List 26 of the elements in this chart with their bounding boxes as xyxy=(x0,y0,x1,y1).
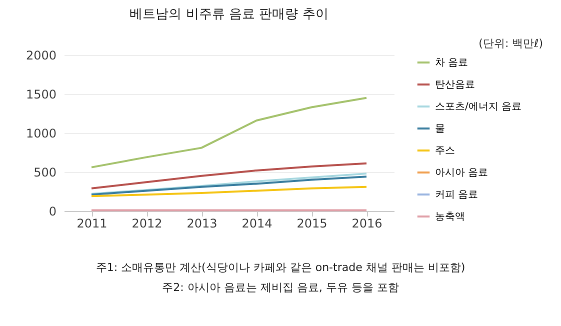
y-tick-label: 0 xyxy=(48,204,56,218)
y-tick-label: 2000 xyxy=(26,48,56,62)
line-series xyxy=(90,186,368,198)
x-tick-label: 2013 xyxy=(186,216,218,230)
legend-label: 커피 음료 xyxy=(435,190,478,200)
legend-label: 차 음료 xyxy=(435,58,468,68)
line-series xyxy=(90,162,368,190)
chart-title: 베트남의 비주류 음료 판매량 추이 xyxy=(130,7,328,22)
legend-label: 농축액 xyxy=(435,212,465,222)
x-tick-label: 2015 xyxy=(296,216,328,230)
text: 주1: 소매유통만 계산(식당이나 카페와 같은 on-trade 채널 판매는 비포함) xyxy=(94,260,466,276)
legend-label: 탄산음료 xyxy=(435,80,475,90)
x-tick-label: 2011 xyxy=(76,216,108,230)
x-tick-label: 2014 xyxy=(242,216,272,230)
text: (단위: 백만ℓ) xyxy=(478,36,543,51)
legend-label: 스포츠/에너지 음료 xyxy=(435,102,522,112)
y-tick-label: 500 xyxy=(34,166,56,180)
y-tick-label: 1000 xyxy=(26,126,56,140)
line-series xyxy=(90,96,368,168)
legend-label: 아시아 음료 xyxy=(435,168,488,178)
x-tick-label: 2012 xyxy=(132,216,162,230)
legend-label: 물 xyxy=(435,124,445,134)
text: 주2: 아시아 음료는 제비집 음료, 두유 등을 포함 xyxy=(161,280,400,296)
x-tick-label: 2016 xyxy=(352,216,382,230)
legend-label: 주스 xyxy=(435,146,455,156)
y-tick-label: 1500 xyxy=(26,88,56,102)
